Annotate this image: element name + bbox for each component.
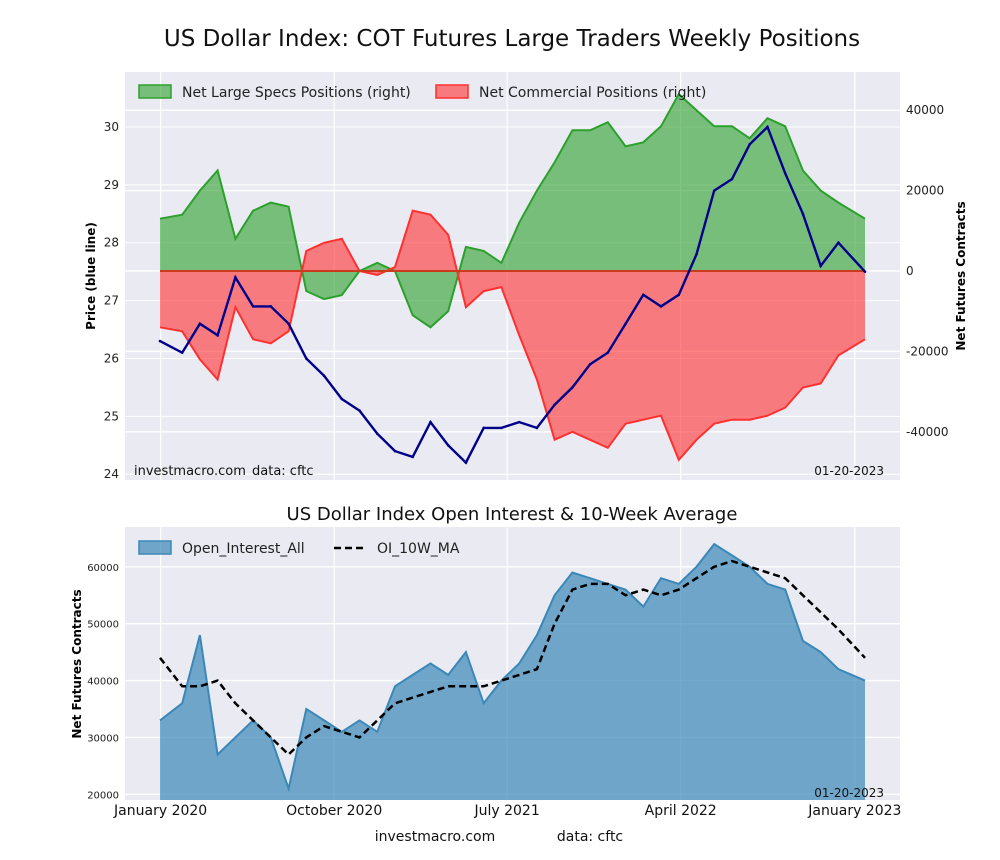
positions-y2-tick-label: 0 xyxy=(906,264,914,278)
open-interest-y-tick-label: 20000 xyxy=(87,790,119,801)
commercial-line xyxy=(159,209,866,462)
price-point xyxy=(287,322,290,326)
price-point xyxy=(198,322,202,326)
positions-y-axis-label: Price (blue line) xyxy=(84,222,98,330)
price-point xyxy=(659,305,663,308)
price-point xyxy=(429,420,432,424)
specs-line xyxy=(159,92,866,329)
price-point xyxy=(180,351,184,354)
price-point xyxy=(269,305,273,308)
open-interest-title: US Dollar Index Open Interest & 10-Week … xyxy=(287,504,738,525)
price-point xyxy=(393,449,397,453)
open-interest-legend: Open_Interest_All OI_10W_MA xyxy=(138,540,460,557)
positions-y-tick-label: 28 xyxy=(104,236,119,250)
open-interest-line xyxy=(159,542,866,793)
price-point xyxy=(695,252,698,256)
price-point xyxy=(642,293,645,297)
price-point xyxy=(606,351,610,354)
price-point xyxy=(837,241,840,245)
price-point xyxy=(464,461,468,464)
price-point xyxy=(801,212,805,216)
positions-y2-tick-label: -40000 xyxy=(906,425,949,439)
x-tick-label: July 2021 xyxy=(473,803,539,819)
price-point xyxy=(411,455,415,459)
price-point xyxy=(571,386,574,389)
x-tick-label: October 2020 xyxy=(286,803,382,819)
positions-y-tick-label: 25 xyxy=(104,409,119,423)
open-interest-y-tick-label: 30000 xyxy=(87,733,119,744)
price-point xyxy=(375,432,379,436)
price-point xyxy=(677,293,681,297)
open-interest-axes: 20000 30000 40000 50000 60000 January 2020 Oct… xyxy=(87,563,901,819)
open-interest-y-axis-label: Net Futures Contracts xyxy=(70,589,84,738)
positions-y2-tick-label: -20000 xyxy=(906,344,949,358)
legend-specs-label: Net Large Specs Positions (right) xyxy=(182,85,411,101)
legend-ma-label: OI_10W_MA xyxy=(377,541,460,557)
price-point xyxy=(234,276,237,279)
price-point xyxy=(730,177,734,181)
specs-area xyxy=(160,94,865,328)
positions-axes: 40000 20000 0 -20000 -40000 24 25 26 27 28 29 30 xyxy=(104,103,949,481)
positions-y2-tick-label: 40000 xyxy=(906,103,944,117)
price-point xyxy=(748,143,752,146)
legend-oi-swatch xyxy=(138,540,172,555)
price-point xyxy=(500,426,503,430)
price-point xyxy=(446,443,450,447)
price-point xyxy=(624,322,627,326)
price-point xyxy=(158,339,162,343)
footer-site: investmacro.com xyxy=(375,829,495,845)
positions-date-label: 01-20-2023 xyxy=(814,464,884,478)
positions-site-label: investmacro.com xyxy=(134,464,246,479)
price-point xyxy=(482,426,485,430)
positions-y-tick-label: 26 xyxy=(104,351,119,365)
price-point xyxy=(766,125,769,129)
price-point xyxy=(340,397,344,401)
x-tick-label: January 2020 xyxy=(113,803,207,819)
open-interest-y-tick-label: 60000 xyxy=(87,563,119,574)
legend-oi-label: Open_Interest_All xyxy=(182,541,305,557)
footer-source: data: cftc xyxy=(557,829,623,845)
positions-marks xyxy=(158,92,867,465)
positions-panel: 40000 20000 0 -20000 -40000 24 25 26 27 28 29 30 Pr… xyxy=(84,72,968,481)
open-interest-y-tick-label: 50000 xyxy=(87,620,119,631)
price-point xyxy=(783,171,787,175)
positions-y2-tick-label: 20000 xyxy=(906,184,944,198)
legend-commercial-label: Net Commercial Positions (right) xyxy=(479,85,706,101)
open-interest-date-label: 01-20-2023 xyxy=(814,786,884,800)
price-point xyxy=(863,270,867,273)
price-point xyxy=(712,189,716,192)
price-point xyxy=(358,409,361,412)
price-point xyxy=(251,305,255,308)
price-point xyxy=(305,357,308,360)
positions-y-tick-label: 27 xyxy=(104,294,119,308)
legend-commercial-swatch xyxy=(435,84,469,99)
positions-y-tick-label: 29 xyxy=(104,178,119,192)
figure-title: US Dollar Index: COT Futures Large Trade… xyxy=(164,26,860,52)
price-point xyxy=(553,403,556,407)
open-interest-area xyxy=(160,544,865,800)
legend-specs-swatch xyxy=(138,84,172,99)
price-line xyxy=(159,124,866,465)
price-point xyxy=(535,426,539,430)
open-interest-y-tick-label: 40000 xyxy=(87,677,119,688)
x-tick-label: January 2023 xyxy=(807,803,901,819)
price-point xyxy=(819,264,822,268)
price-point xyxy=(216,334,219,337)
positions-source-label: data: cftc xyxy=(252,464,314,479)
positions-y2-axis-label: Net Futures Contracts xyxy=(954,201,968,350)
price-point xyxy=(322,374,326,378)
positions-y-tick-label: 24 xyxy=(104,467,119,481)
price-point xyxy=(588,362,592,366)
positions-y-tick-label: 30 xyxy=(104,120,119,134)
open-interest-panel: US Dollar Index Open Interest & 10-Week … xyxy=(70,504,901,819)
open-interest-marks xyxy=(159,542,866,800)
positions-legend: Net Large Specs Positions (right) Net Co… xyxy=(138,84,706,101)
x-tick-label: April 2022 xyxy=(645,803,717,819)
price-point xyxy=(517,420,521,424)
